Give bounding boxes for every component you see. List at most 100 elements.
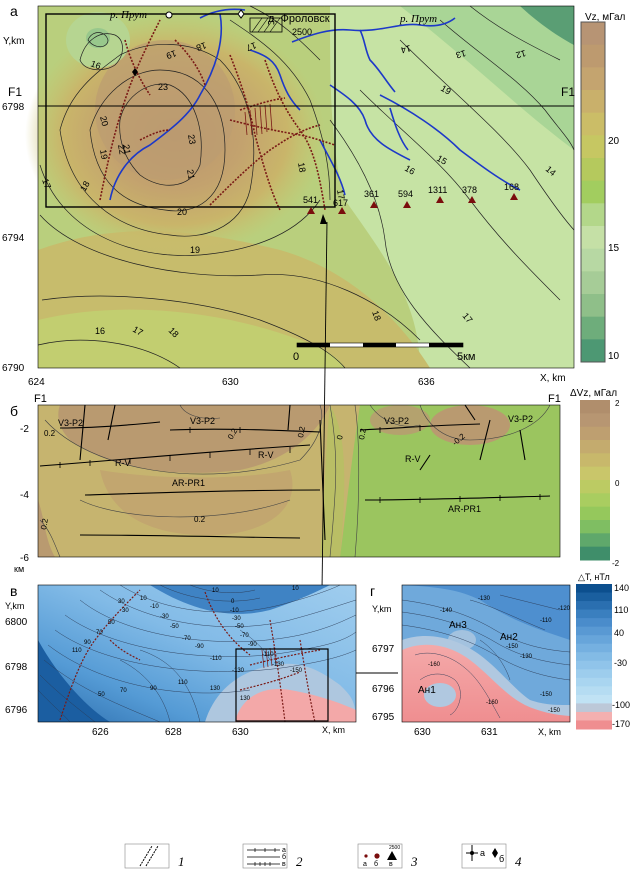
legend-dt-swatch (576, 669, 612, 679)
legend-vz-swatch (581, 294, 605, 318)
formation-label: R-V (405, 454, 421, 464)
contour-label: 16 (403, 163, 417, 177)
panel-v-contour-label: -90 (248, 642, 257, 648)
legend-vz-swatch (581, 22, 605, 46)
panel-b-faults (39, 404, 551, 541)
panel-b-profile-start: F1 (34, 393, 47, 405)
legend-dvz-swatch (580, 426, 610, 441)
legend-sub: б (374, 860, 378, 868)
legend-vz-swatch (581, 135, 605, 159)
panel-v-contour-label: 30 (122, 608, 129, 614)
formation-label: V3-P2 (508, 414, 533, 424)
legend-dt-swatch (576, 677, 612, 687)
panel-v-sw-high (38, 640, 110, 722)
contour-label: 18 (78, 179, 92, 193)
panel-b-contour-label: 0.2 (39, 517, 50, 530)
panel-a-frame (37, 5, 575, 369)
contour-label: 17 (460, 311, 474, 325)
formation-label: R-V (115, 458, 131, 468)
legend-dt-swatch (576, 609, 612, 619)
well-label: 594 (398, 189, 413, 199)
panel-g-contour-label: -150 (548, 708, 561, 714)
legend-sub-value: 2500 (389, 845, 400, 851)
panel-v-contour-label: 70 (96, 630, 103, 636)
legend-sub: в (389, 861, 393, 868)
legend-dt-tick: -100 (612, 700, 630, 710)
panel-b-y-tick: -4 (20, 490, 29, 501)
panel-v-contour-label: 50 (98, 692, 105, 698)
contour-label: 17 (131, 324, 145, 338)
legend-vz-outline (580, 21, 606, 363)
panel-v-contour-label: -110 (210, 656, 222, 662)
legend-sub: в (282, 861, 286, 868)
anomaly-label: Ан3 (449, 620, 467, 631)
panel-v-contour-label: -130 (232, 668, 245, 674)
legend-sub: а (363, 861, 367, 868)
panel-a-y-label: Y,km (3, 36, 25, 47)
legend-item-tectonic: а б в 2 (242, 843, 303, 869)
contour-label: 21 (185, 169, 197, 181)
wells (307, 193, 518, 214)
panel-g-labels: г Y,km X, km 630 631 6797 6796 6795 Ан3 … (370, 583, 571, 738)
legend-vz-tick: 10 (608, 351, 620, 362)
panel-v-contour-label: 10 (140, 596, 147, 602)
legend-vz-tick: 15 (608, 243, 620, 254)
well-label: 168 (504, 182, 519, 192)
legend-dt-swatch (576, 626, 612, 636)
contour-label: 18 (195, 40, 208, 53)
west-low-core (86, 28, 110, 48)
panel-b-y-unit: км (14, 564, 24, 574)
legend-dt-swatch (576, 643, 612, 653)
formation-label: R-V (258, 450, 274, 460)
panel-b-contour-label: 0.2 (44, 429, 56, 438)
legend-dt-swatch (576, 592, 612, 602)
panel-v-y-tick: 6800 (5, 617, 28, 628)
panel-v-contour-label: 0 (231, 599, 235, 605)
panel-a-labels: а Y,km X, km 624 630 636 6798 6794 6790 … (2, 3, 575, 388)
anomaly-label: Ан2 (500, 632, 518, 643)
panel-g-x-tick: 631 (481, 727, 498, 738)
contour-label: 19 (98, 149, 110, 161)
legend-vz: Vz, мГал 20 15 10 (580, 12, 626, 363)
legend-dvz-swatch (580, 453, 610, 468)
legend-dvz-title: ΔVz, мГал (570, 388, 617, 399)
panel-b-mid (100, 470, 293, 536)
panel-g-contour-label: -160 (486, 700, 499, 706)
well-label: 617 (333, 198, 348, 208)
legend-vz-swatch (581, 271, 605, 295)
panel-v-contour-label: 70 (120, 688, 127, 694)
legend-dvz-swatch (580, 506, 610, 521)
legend-dt-bar (576, 584, 612, 730)
panel-v-faults (59, 589, 321, 723)
legend-sub: а (282, 847, 286, 854)
panel-a-x-tick: 630 (222, 377, 239, 388)
panel-v-contour-label: -30 (232, 616, 241, 622)
panel-v-north-high (150, 585, 330, 614)
legend-vz-swatch (581, 248, 605, 272)
bottom-legend: 1 а б в 2 2500 а б в 3 (124, 843, 522, 869)
panel-g-contour-label: -150 (540, 692, 553, 698)
panel-v-contour-label: -30 (160, 614, 169, 620)
legend-dt-swatch (576, 601, 612, 611)
panel-v-contour-label: -130 (272, 662, 285, 668)
legend-vz-swatch (581, 226, 605, 250)
panel-v-contour-label: 30 (118, 599, 125, 605)
contour-label: 16 (89, 58, 102, 71)
legend-dvz-tick: 0 (615, 479, 620, 488)
panel-g-contour-label: -120 (558, 606, 571, 612)
legend-vz-title: Vz, мГал (585, 12, 626, 23)
village-label: д. Фроловск (268, 13, 330, 25)
panel-b-low-east (340, 405, 560, 557)
formation-label: V3-P2 (58, 418, 83, 428)
legend-dt-tick: -30 (614, 658, 627, 668)
panel-a (25, 5, 575, 369)
legend-dt-swatch (576, 703, 612, 713)
well-label: 361 (364, 189, 379, 199)
panel-v-contour-label: 130 (240, 696, 251, 702)
contour-label: 19 (439, 83, 453, 97)
anomaly-an3-zone (448, 630, 476, 650)
legend-vz-swatch (581, 203, 605, 227)
legend-dt-swatch (576, 711, 612, 721)
panel-b-y-tick: -2 (20, 424, 29, 435)
panel-g-y-tick: 6797 (372, 644, 395, 655)
